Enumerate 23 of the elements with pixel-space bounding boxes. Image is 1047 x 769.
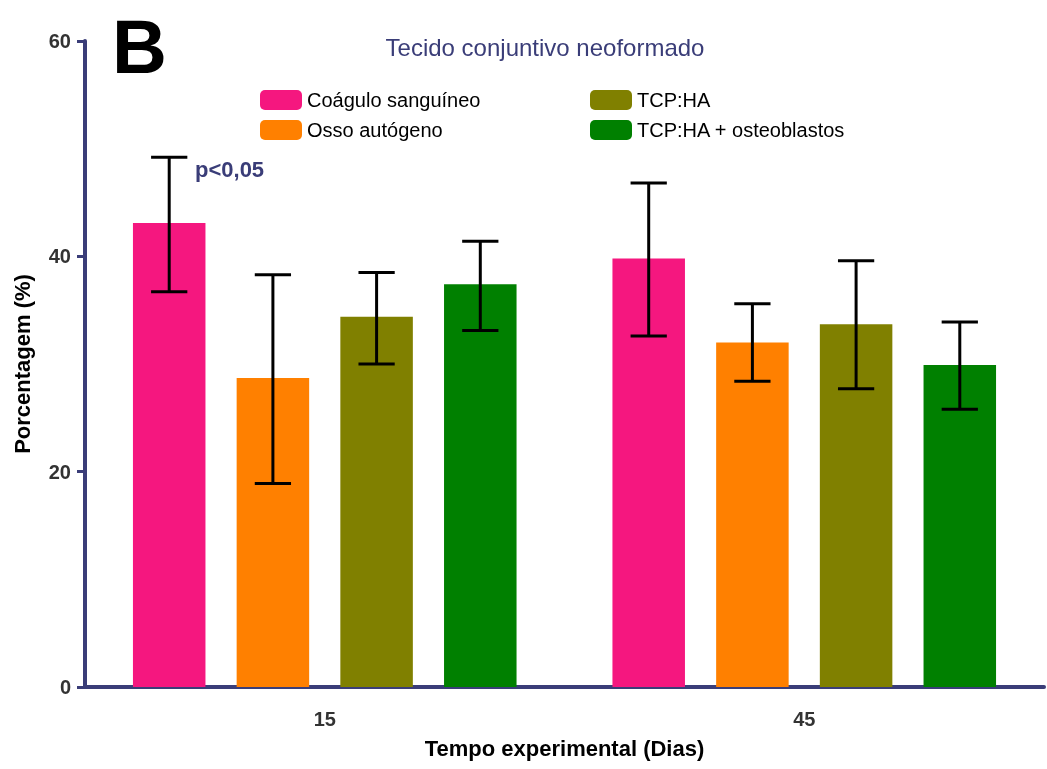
- annotation: p<0,05: [195, 156, 265, 182]
- legend-label: TCP:HA: [637, 89, 711, 111]
- y-tick-label: 40: [48, 245, 71, 268]
- legend-label: Osso autógeno: [307, 119, 443, 141]
- x-tick-label: 45: [793, 708, 816, 730]
- bar: [819, 324, 893, 687]
- legend-label: TCP:HA + osteoblastos: [637, 119, 845, 141]
- x-tick-label: 15: [313, 708, 336, 730]
- bar: [340, 316, 413, 687]
- bar: [716, 342, 789, 687]
- bar: [923, 365, 997, 687]
- legend-label: Coágulo sanguíneo: [307, 89, 481, 111]
- chart-title: Tecido conjuntivo neoformado: [385, 33, 705, 61]
- y-tick-label: 60: [48, 30, 71, 52]
- y-tick-label: 0: [59, 676, 71, 698]
- y-tick-label: 20: [48, 460, 71, 483]
- x-axis-title: Tempo experimental (Dias): [424, 735, 705, 761]
- bar: [612, 258, 685, 687]
- annotation: B: [112, 3, 167, 89]
- bar: [236, 378, 310, 687]
- y-axis-title: Porcentagem (%): [9, 274, 35, 454]
- bar: [444, 284, 517, 687]
- bar: [132, 222, 206, 687]
